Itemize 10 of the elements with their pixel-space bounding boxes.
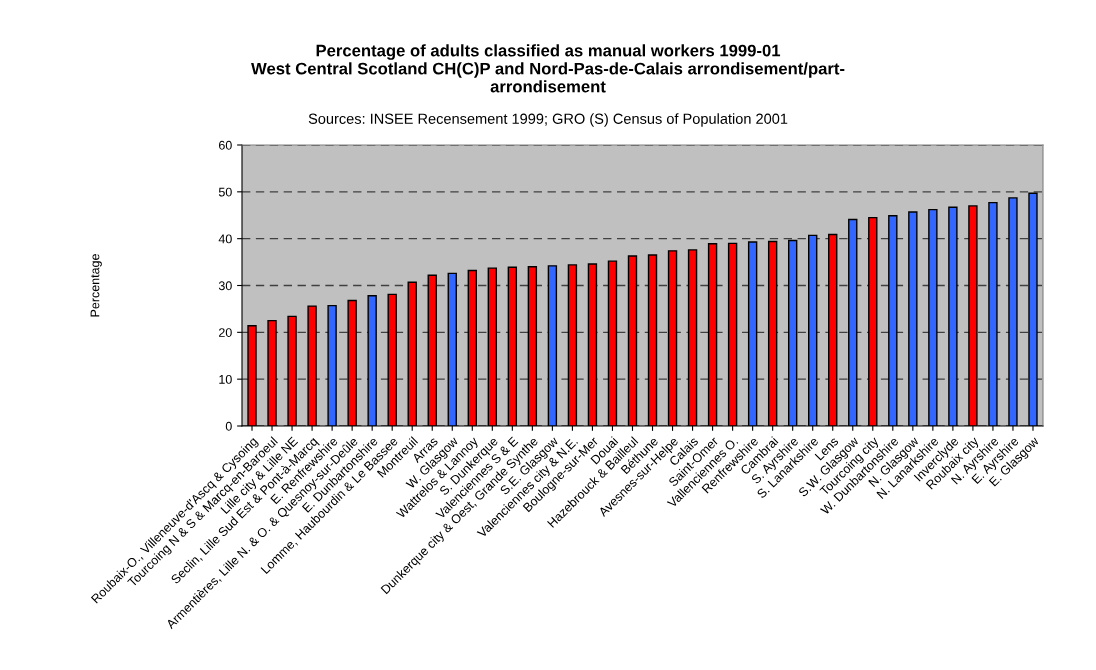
y-axis-title: Percentage xyxy=(90,254,102,317)
y-tick-label: 30 xyxy=(218,281,232,291)
chart-title: Percentage of adults classified as manual workers 1999-01 West Central Scotland CH(C)P and Nord-Pas-de-Calais arrondisement/part- arrondisement xyxy=(251,44,845,93)
y-tick-label: 60 xyxy=(219,140,232,150)
chart-subtitle: Sources: INSEE Recensement 1999; GRO (S) Census of Population 2001 xyxy=(308,113,788,127)
y-tick-label: 0 xyxy=(225,421,232,431)
y-tick-label: 10 xyxy=(219,374,232,384)
y-tick-label: 50 xyxy=(218,187,232,197)
y-tick-label: 40 xyxy=(218,234,232,244)
y-tick-label: 20 xyxy=(219,328,232,337)
